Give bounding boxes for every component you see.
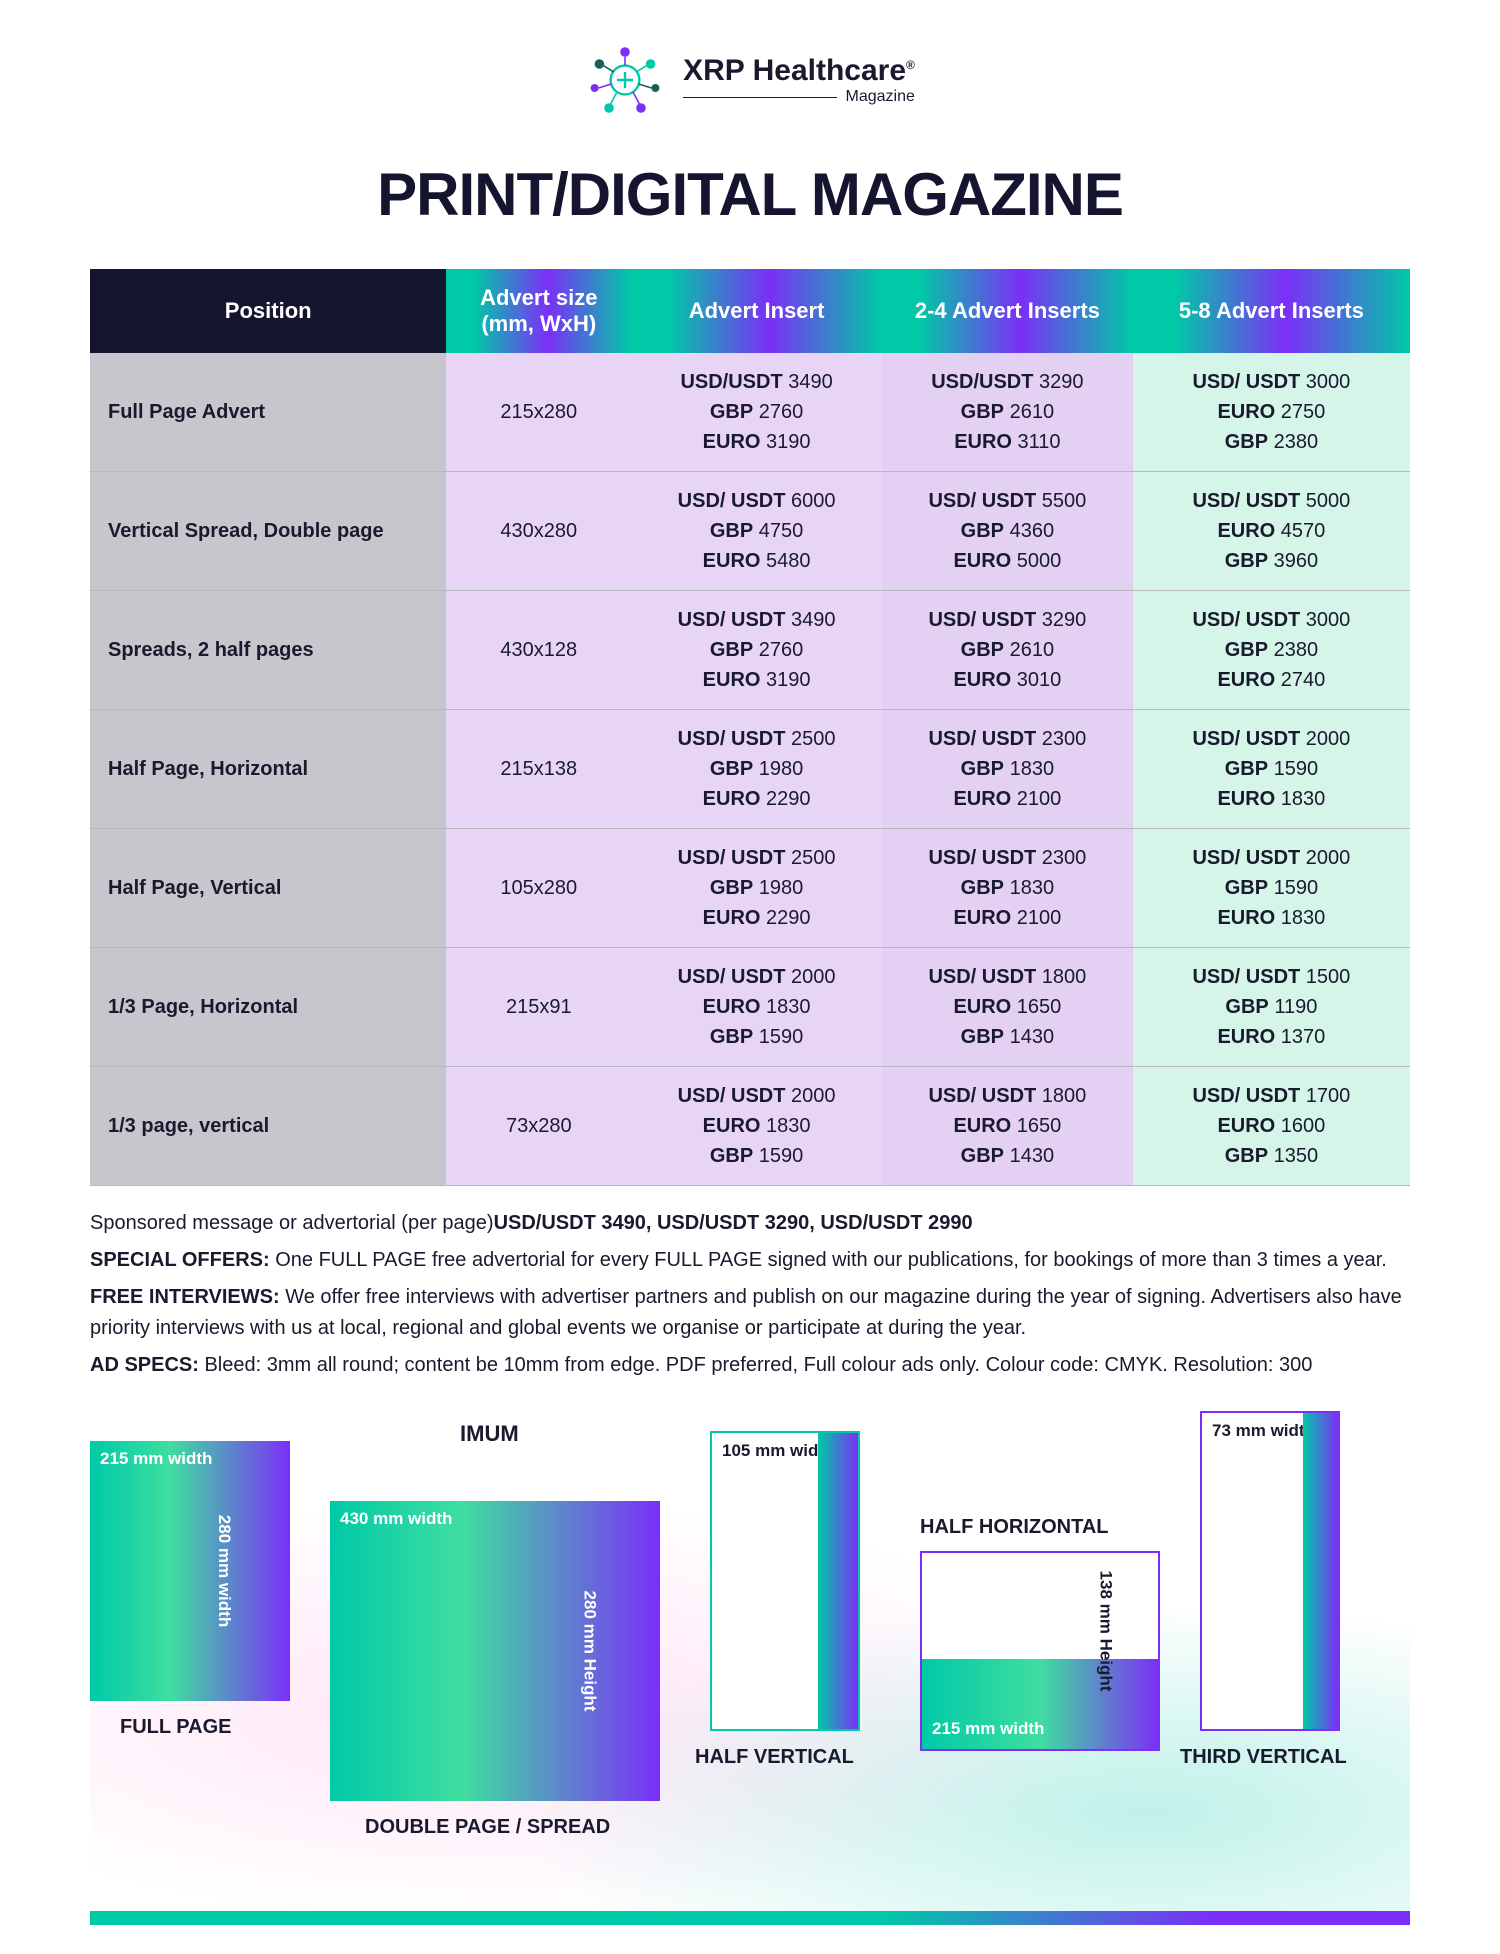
cell-price: USD/ USDT 3290GBP 2610EURO 3010 [882, 591, 1133, 710]
spec-full-page-box: 215 mm width 280 mm width [90, 1441, 290, 1701]
cell-price: USD/ USDT 2000EURO 1830GBP 1590 [631, 1067, 882, 1186]
cell-price: USD/USDT 3290GBP 2610EURO 3110 [882, 353, 1133, 472]
brand-logo-icon [585, 40, 665, 120]
spec-full-page-caption: FULL PAGE [120, 1716, 231, 1739]
cell-price: USD/ USDT 3000EURO 2750GBP 2380 [1133, 353, 1410, 472]
table-row: Full Page Advert215x280USD/USDT 3490GBP … [90, 353, 1410, 472]
spec-half-horizontal-box: 215 mm width 138 mm Height [920, 1551, 1160, 1751]
cell-price: USD/ USDT 3000GBP 2380EURO 2740 [1133, 591, 1410, 710]
cell-price: USD/ USDT 6000GBP 4750EURO 5480 [631, 472, 882, 591]
cell-price: USD/ USDT 2500GBP 1980EURO 2290 [631, 710, 882, 829]
page-header: XRP Healthcare® Magazine PRINT/DIGITAL M… [90, 40, 1410, 229]
brand-logo-row: XRP Healthcare® Magazine [90, 40, 1410, 120]
cell-price: USD/ USDT 2000EURO 1830GBP 1590 [631, 948, 882, 1067]
cell-size: 215x91 [446, 948, 631, 1067]
table-row: Half Page, Horizontal215x138USD/ USDT 25… [90, 710, 1410, 829]
spec-full-page-height: 280 mm width [214, 1515, 234, 1627]
brand-text-block: XRP Healthcare® Magazine [683, 54, 915, 106]
cell-price: USD/ USDT 2000GBP 1590EURO 1830 [1133, 710, 1410, 829]
cell-size: 105x280 [446, 829, 631, 948]
spec-double-page-width: 430 mm width [340, 1509, 452, 1529]
table-header-row: Position Advert size (mm, WxH) Advert In… [90, 269, 1410, 353]
spec-half-vertical-height: 215 mm Height [778, 1521, 798, 1642]
cell-price: USD/ USDT 5000EURO 4570GBP 3960 [1133, 472, 1410, 591]
cell-price: USD/ USDT 2500GBP 1980EURO 2290 [631, 829, 882, 948]
special-offers-text: One FULL PAGE free advertorial for every… [270, 1249, 1387, 1271]
table-row: Half Page, Vertical105x280USD/ USDT 2500… [90, 829, 1410, 948]
footer-gradient-bar [90, 1911, 1410, 1925]
col-size: Advert size (mm, WxH) [446, 269, 631, 353]
spec-full-page-width: 215 mm width [100, 1449, 212, 1469]
spec-double-page-caption: DOUBLE PAGE / SPREAD [365, 1816, 610, 1839]
free-interviews-label: FREE INTERVIEWS: [90, 1286, 280, 1308]
spec-third-vertical-caption: THIRD VERTICAL [1180, 1746, 1347, 1769]
page-title: PRINT/DIGITAL MAGAZINE [90, 160, 1410, 229]
col-tier1: Advert Insert [631, 269, 882, 353]
cell-price: USD/ USDT 1800EURO 1650GBP 1430 [882, 1067, 1133, 1186]
brand-subtitle-row: Magazine [683, 88, 915, 106]
spec-third-vertical-width: 73 mm width [1212, 1421, 1315, 1441]
cell-price: USD/ USDT 5500GBP 4360EURO 5000 [882, 472, 1133, 591]
free-interviews-line: FREE INTERVIEWS: We offer free interview… [90, 1282, 1410, 1344]
spec-third-vertical-height: 215 mm Height [1258, 1511, 1278, 1632]
spec-half-vertical-stripe [818, 1433, 858, 1729]
cell-price: USD/ USDT 1800EURO 1650GBP 1430 [882, 948, 1133, 1067]
ad-specs-text: Bleed: 3mm all round; content be 10mm fr… [199, 1354, 1313, 1376]
ad-specs-label: AD SPECS: [90, 1354, 199, 1376]
spec-double-page-box: 430 mm width 280 mm Height [330, 1501, 660, 1801]
table-row: Spreads, 2 half pages430x128USD/ USDT 34… [90, 591, 1410, 710]
brand-title-text: XRP Healthcare [683, 54, 906, 87]
cell-position: Full Page Advert [90, 353, 446, 472]
cell-price: USD/ USDT 2000GBP 1590EURO 1830 [1133, 829, 1410, 948]
sponsored-label: Sponsored message or advertorial (per pa… [90, 1212, 494, 1234]
ad-specs-diagram: IMUM 215 mm width 280 mm width FULL PAGE… [90, 1411, 1410, 1911]
spec-double-page-height: 280 mm Height [580, 1591, 600, 1712]
cell-size: 73x280 [446, 1067, 631, 1186]
cell-price: USD/ USDT 3490GBP 2760EURO 3190 [631, 591, 882, 710]
cell-price: USD/ USDT 1500GBP 1190EURO 1370 [1133, 948, 1410, 1067]
cell-size: 430x128 [446, 591, 631, 710]
special-offers-label: SPECIAL OFFERS: [90, 1249, 270, 1271]
table-row: Vertical Spread, Double page430x280USD/ … [90, 472, 1410, 591]
cell-position: Spreads, 2 half pages [90, 591, 446, 710]
cell-position: Half Page, Horizontal [90, 710, 446, 829]
spec-third-vertical-stripe [1303, 1413, 1338, 1729]
spec-half-horizontal-width: 215 mm width [932, 1719, 1044, 1739]
cell-price: USD/ USDT 2300GBP 1830EURO 2100 [882, 829, 1133, 948]
sponsored-line: Sponsored message or advertorial (per pa… [90, 1208, 1410, 1239]
cell-size: 215x138 [446, 710, 631, 829]
brand-title: XRP Healthcare® [683, 54, 915, 88]
free-interviews-text: We offer free interviews with advertiser… [90, 1286, 1402, 1339]
brand-divider [683, 97, 837, 98]
brand-registered-icon: ® [906, 58, 915, 72]
cell-position: 1/3 page, vertical [90, 1067, 446, 1186]
pricing-table: Position Advert size (mm, WxH) Advert In… [90, 269, 1410, 1186]
cell-size: 430x280 [446, 472, 631, 591]
brand-subtitle: Magazine [845, 88, 914, 106]
sponsored-prices: USD/USDT 3490, USD/USDT 3290, USD/USDT 2… [494, 1212, 973, 1234]
spec-half-horizontal-height: 138 mm Height [1096, 1571, 1116, 1692]
spec-half-horizontal-caption: HALF HORIZONTAL [920, 1516, 1109, 1539]
cell-position: Vertical Spread, Double page [90, 472, 446, 591]
spec-half-vertical-caption: HALF VERTICAL [695, 1746, 854, 1769]
cell-price: USD/USDT 3490GBP 2760EURO 3190 [631, 353, 882, 472]
notes-section: Sponsored message or advertorial (per pa… [90, 1208, 1410, 1381]
cell-position: 1/3 Page, Horizontal [90, 948, 446, 1067]
col-tier2: 2-4 Advert Inserts [882, 269, 1133, 353]
table-row: 1/3 Page, Horizontal215x91USD/ USDT 2000… [90, 948, 1410, 1067]
special-offers-line: SPECIAL OFFERS: One FULL PAGE free adver… [90, 1245, 1410, 1276]
cell-price: USD/ USDT 2300GBP 1830EURO 2100 [882, 710, 1133, 829]
cell-size: 215x280 [446, 353, 631, 472]
ad-specs-line: AD SPECS: Bleed: 3mm all round; content … [90, 1350, 1410, 1381]
spec-half-horizontal-stripe: 215 mm width [922, 1659, 1158, 1749]
spec-half-vertical-box: 105 mm width 215 mm Height [710, 1431, 860, 1731]
spec-third-vertical-box: 73 mm width 215 mm Height [1200, 1411, 1340, 1731]
col-position: Position [90, 269, 446, 353]
table-row: 1/3 page, vertical73x280USD/ USDT 2000EU… [90, 1067, 1410, 1186]
imum-label: IMUM [460, 1421, 519, 1447]
col-tier3: 5-8 Advert Inserts [1133, 269, 1410, 353]
cell-position: Half Page, Vertical [90, 829, 446, 948]
cell-price: USD/ USDT 1700EURO 1600GBP 1350 [1133, 1067, 1410, 1186]
